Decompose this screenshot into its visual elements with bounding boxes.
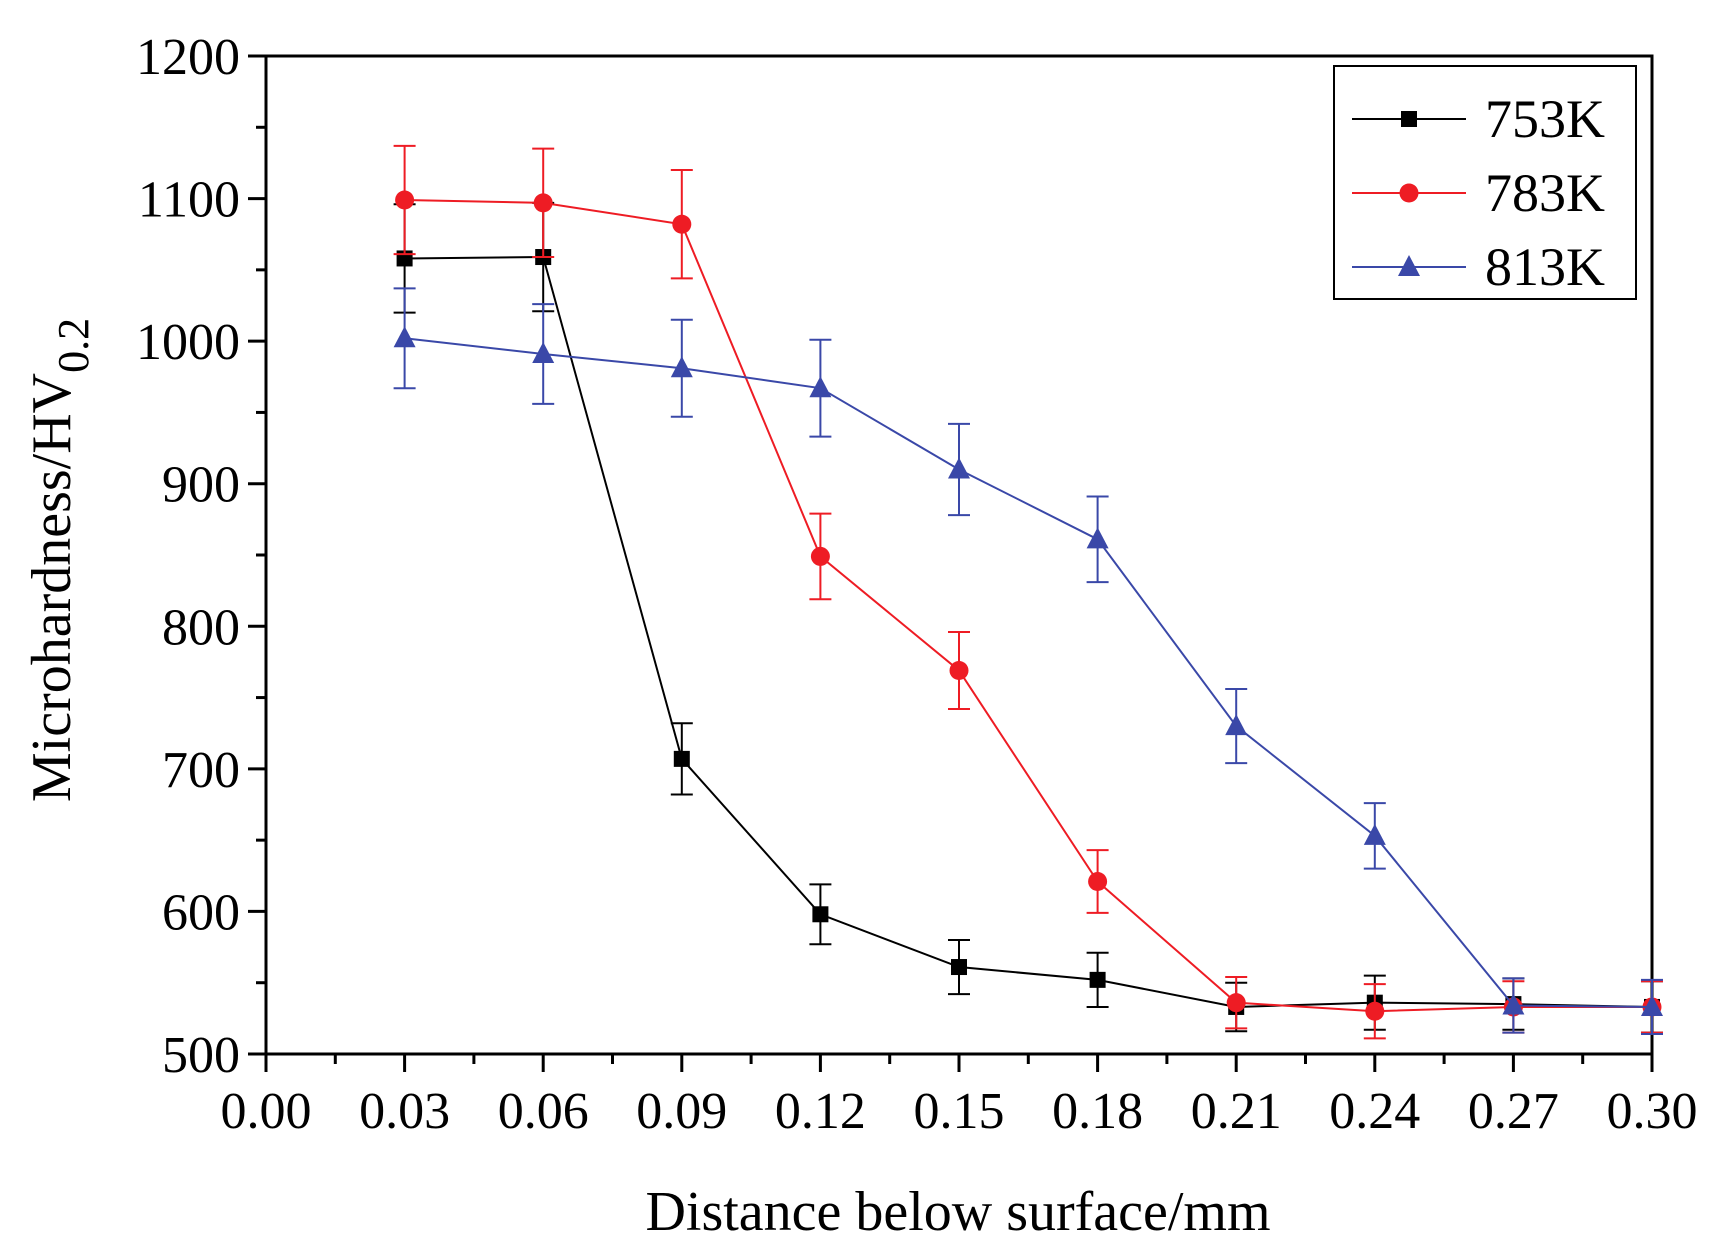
data-point xyxy=(1088,871,1108,891)
data-point xyxy=(951,959,967,976)
y-axis-title-main: Microhardness/HV xyxy=(21,373,83,802)
series-813K xyxy=(393,287,1663,1036)
x-axis-ticks: 0.00 0.03 0.06 0.09 0.12 0.15 0.18 0.21 0.24 0.27… xyxy=(221,1054,1698,1140)
x-tick-label: 0.27 xyxy=(1468,1083,1559,1140)
legend: 753K 783K 813K xyxy=(1333,65,1637,300)
data-point xyxy=(810,546,830,566)
legend-entry: 753K xyxy=(1352,89,1605,149)
data-point xyxy=(1641,994,1663,1016)
y-tick-label: 500 xyxy=(162,1027,240,1084)
x-tick-label: 0.24 xyxy=(1329,1083,1420,1140)
x-tick-label: 0.30 xyxy=(1607,1083,1698,1140)
legend-entry: 783K xyxy=(1352,163,1605,223)
y-tick-label: 900 xyxy=(162,457,240,514)
data-point xyxy=(533,193,553,213)
y-axis-title: Microhardness/HV0.2 xyxy=(21,318,98,802)
data-point xyxy=(949,660,969,680)
data-point xyxy=(1086,527,1109,549)
data-point xyxy=(948,457,970,479)
series-line xyxy=(404,198,1652,1013)
x-tick-label: 0.21 xyxy=(1191,1083,1282,1140)
x-tick-label: 0.03 xyxy=(359,1083,450,1140)
x-tick-label: 0.15 xyxy=(914,1083,1005,1140)
x-tick-label: 0.18 xyxy=(1052,1083,1143,1140)
y-tick-label: 1200 xyxy=(136,29,240,86)
y-tick-label: 600 xyxy=(162,884,240,941)
data-point xyxy=(673,750,690,767)
y-axis-ticks: 500 600 700 800 900 1000 1100 1200 xyxy=(136,29,266,1084)
legend-label: 813K xyxy=(1485,237,1605,297)
data-point xyxy=(809,376,832,398)
data-point xyxy=(812,906,829,923)
y-tick-label: 700 xyxy=(162,742,240,799)
y-tick-label: 1100 xyxy=(138,172,240,229)
data-point xyxy=(393,326,416,348)
x-tick-label: 0.00 xyxy=(221,1083,312,1140)
data-point xyxy=(395,190,415,210)
data-point xyxy=(1365,1001,1385,1021)
legend-entry: 813K xyxy=(1352,237,1605,297)
legend-marker xyxy=(1401,111,1417,127)
data-point xyxy=(670,356,693,378)
legend-marker xyxy=(1399,183,1419,203)
x-tick-label: 0.09 xyxy=(636,1083,727,1140)
data-point xyxy=(1089,971,1106,988)
legend-marker xyxy=(1398,255,1420,276)
data-point xyxy=(532,341,555,363)
data-point xyxy=(1225,714,1248,736)
series-line xyxy=(404,337,1653,1008)
series-line xyxy=(404,256,1653,1008)
series-783K xyxy=(393,144,1663,1040)
data-point xyxy=(1502,993,1525,1015)
data-point xyxy=(1363,823,1386,845)
x-tick-label: 0.12 xyxy=(775,1083,866,1140)
y-tick-label: 800 xyxy=(162,599,240,656)
legend-label: 783K xyxy=(1485,163,1605,223)
legend-label: 753K xyxy=(1485,89,1605,149)
x-axis-title: Distance below surface/mm xyxy=(645,1181,1270,1243)
x-tick-label: 0.06 xyxy=(498,1083,589,1140)
y-tick-label: 1000 xyxy=(136,314,240,371)
series-layer xyxy=(393,144,1663,1040)
legend-box xyxy=(1333,65,1637,300)
y-axis-title-subscript: 0.2 xyxy=(49,318,98,373)
data-point xyxy=(1226,993,1246,1013)
data-point xyxy=(672,214,692,234)
